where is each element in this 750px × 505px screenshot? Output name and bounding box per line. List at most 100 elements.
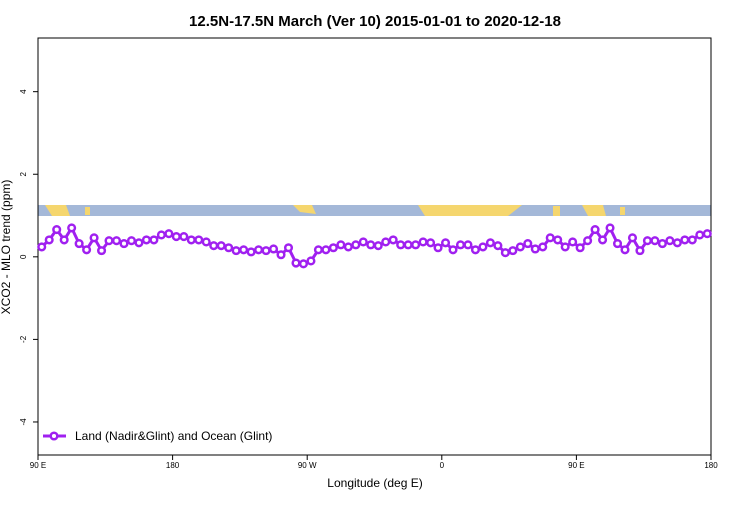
data-point [680,235,690,245]
x-axis-label: Longitude (deg E) [327,476,422,490]
data-point [179,232,189,242]
data-point [52,225,62,235]
x-tick-label: 0 [440,461,445,470]
data-point [381,237,391,247]
data-point [500,248,510,258]
data-point [37,242,47,252]
data-point [627,233,638,243]
land [582,205,606,216]
data-point [276,250,286,260]
data-point [635,246,645,256]
data-point [538,242,548,252]
data-point [298,259,309,269]
data-point [687,235,697,245]
data-point [598,235,608,245]
y-tick-label: -4 [19,418,28,426]
data-point [261,246,271,256]
data-point [313,245,323,255]
data-point [119,239,129,249]
data-point [657,239,667,249]
land [45,205,70,216]
data-point [583,236,593,246]
data-point [440,238,451,248]
data-point [171,232,181,242]
x-tick-label: 180 [166,461,180,470]
data-point [545,233,555,243]
land [293,205,316,214]
data-point [201,237,211,247]
data-point [403,240,413,250]
data-point [328,243,338,253]
data-point [575,243,585,253]
data-point [141,235,151,245]
data-point [44,235,54,245]
data-point [650,236,660,246]
data-point [642,236,652,246]
x-tick-label: 180 [704,461,718,470]
data-point [665,236,675,246]
data-point [568,237,578,247]
data-point [418,237,428,247]
data-point [433,243,443,253]
data-point [515,242,525,252]
data-point [605,223,615,233]
data-point [358,237,368,247]
data-point [336,240,346,250]
data-point [254,245,264,255]
data-point [351,240,361,250]
data-point [59,235,69,245]
y-tick-label: -2 [19,335,28,343]
data-point [463,240,473,250]
data-point [97,246,107,256]
ocean-band [38,205,711,216]
y-tick-label: 4 [19,89,28,94]
data-point [186,235,196,245]
data-point [388,235,398,245]
data-point [216,241,226,251]
data-point [523,239,533,249]
data-point [426,238,436,248]
data-point [283,243,294,253]
data-point [455,240,466,250]
data-point [82,245,92,255]
data-point [231,246,241,256]
data-point [485,238,495,248]
data-point [396,240,406,250]
data-point [373,241,383,251]
data-point [366,240,376,250]
data-point [493,241,503,251]
data-point [209,241,219,251]
data-point [448,245,458,255]
data-point [269,244,279,254]
data-point [321,245,331,255]
data-point [104,236,114,246]
data-point [134,238,144,248]
data-point [508,246,518,256]
map-strip [38,205,711,216]
data-point [67,223,77,233]
x-tick-label: 90 E [568,461,584,470]
data-point [695,230,705,240]
land-patches [45,205,625,216]
x-tick-label: 90 E [30,461,46,470]
data-point [126,236,137,246]
data-point [620,245,630,255]
data-point [560,242,570,252]
land [620,207,625,215]
data-point [411,240,421,250]
x-tick-label: 90 W [298,461,317,470]
y-tick-label: 2 [19,171,28,176]
data-point [612,239,623,249]
data-point [470,245,481,255]
data-point [702,229,712,239]
data-point [164,229,174,239]
data-point [478,242,488,252]
data-point [239,245,249,255]
chart-title: 12.5N-17.5N March (Ver 10) 2015-01-01 to… [189,13,561,30]
y-tick-label: 0 [19,254,28,259]
data-point [74,239,84,249]
legend-label: Land (Nadir&Glint) and Ocean (Glint) [75,429,272,443]
data-point [343,242,353,252]
data-point [149,235,159,245]
